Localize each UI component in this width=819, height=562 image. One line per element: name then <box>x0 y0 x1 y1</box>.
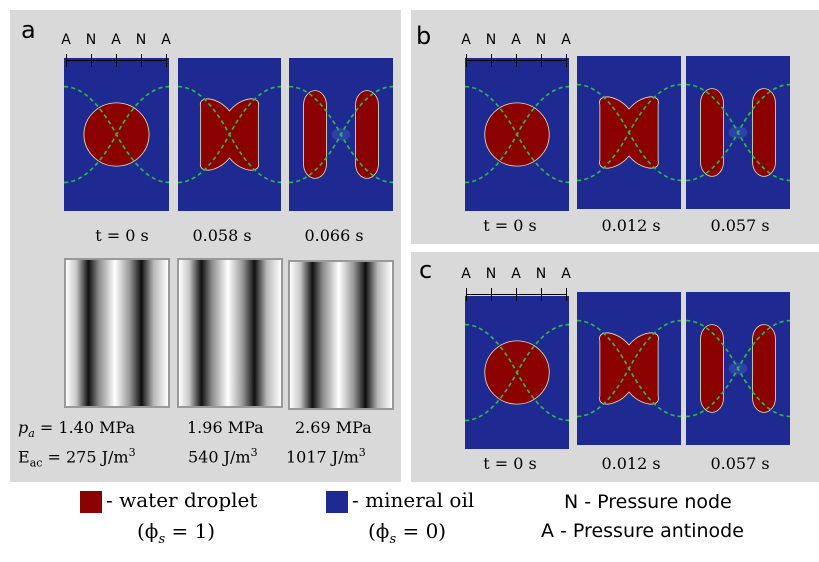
panel-letter: b <box>416 22 432 50</box>
simulation-frame <box>577 56 681 209</box>
node-label: N <box>485 266 497 282</box>
antinode-label: A <box>461 266 471 282</box>
simulation-frame <box>577 292 681 445</box>
node-label: N <box>85 32 97 48</box>
oil-legend-label: - mineral oil <box>352 488 475 512</box>
ruler-tick <box>566 288 568 301</box>
antinode-label: A <box>61 32 71 48</box>
ruler-tick <box>466 288 468 301</box>
ruler-tick <box>66 54 68 67</box>
oil-swatch <box>326 491 348 513</box>
simulation-frame <box>465 296 569 449</box>
simulation-frame <box>289 58 393 211</box>
ruler-tick <box>566 54 568 67</box>
ruler-tick <box>541 288 543 301</box>
acoustic-field-frame <box>288 260 394 410</box>
ruler-tick <box>491 288 493 301</box>
ruler-tick <box>491 54 493 67</box>
antinode-label: A <box>511 32 521 48</box>
ruler-tick <box>166 54 168 67</box>
panel-letter: a <box>21 16 36 44</box>
time-caption: 0.012 s <box>601 454 661 473</box>
simulation-frame <box>178 58 281 211</box>
time-caption: 0.058 s <box>192 226 252 245</box>
time-caption: 0.057 s <box>710 454 770 473</box>
simulation-frame <box>686 292 790 445</box>
water-phase-label: (ϕs = 1) <box>137 519 216 547</box>
pressure-amplitude-value: 2.69 MPa <box>295 418 372 437</box>
panel-letter: c <box>419 256 433 284</box>
node-label: N <box>135 32 147 48</box>
time-caption: 0.066 s <box>304 226 364 245</box>
time-caption: t = 0 s <box>483 454 537 473</box>
ruler-tick <box>116 54 118 67</box>
antinode-label: A <box>511 266 521 282</box>
time-caption: 0.057 s <box>710 216 770 235</box>
acoustic-energy-value: 1017 J/m3 <box>286 446 366 467</box>
antinode-label: A <box>561 32 571 48</box>
time-caption: t = 0 s <box>483 216 537 235</box>
ruler-tick <box>516 288 518 301</box>
pressure-amplitude-label: pa = 1.40 MPa <box>18 418 136 441</box>
water-legend-label: - water droplet <box>106 488 258 512</box>
simulation-frame <box>686 56 790 209</box>
antinode-label: A <box>111 32 121 48</box>
acoustic-energy-label: Eac = 275 J/m3 <box>18 446 136 470</box>
node-label: N <box>535 32 547 48</box>
ruler-tick <box>91 54 93 67</box>
acoustic-field-frame <box>64 258 170 408</box>
node-label: N <box>485 32 497 48</box>
ruler-tick <box>141 54 143 67</box>
node-label: N <box>535 266 547 282</box>
pressure-amplitude-value: 1.96 MPa <box>187 418 264 437</box>
simulation-frame <box>64 58 169 211</box>
oil-phase-label: (ϕs = 0) <box>368 519 447 547</box>
antinode-label: A <box>161 32 171 48</box>
antinode-legend-label: A - Pressure antinode <box>541 520 744 542</box>
acoustic-field-frame <box>177 258 283 408</box>
time-caption: 0.012 s <box>601 216 661 235</box>
antinode-label: A <box>561 266 571 282</box>
antinode-label: A <box>461 32 471 48</box>
ruler-tick <box>466 54 468 67</box>
acoustic-energy-value: 540 J/m3 <box>188 446 258 467</box>
node-legend-label: N - Pressure node <box>564 491 732 513</box>
ruler-tick <box>516 54 518 67</box>
time-caption: t = 0 s <box>95 226 149 245</box>
water-swatch <box>80 491 102 513</box>
simulation-frame <box>465 58 569 211</box>
ruler-tick <box>541 54 543 67</box>
